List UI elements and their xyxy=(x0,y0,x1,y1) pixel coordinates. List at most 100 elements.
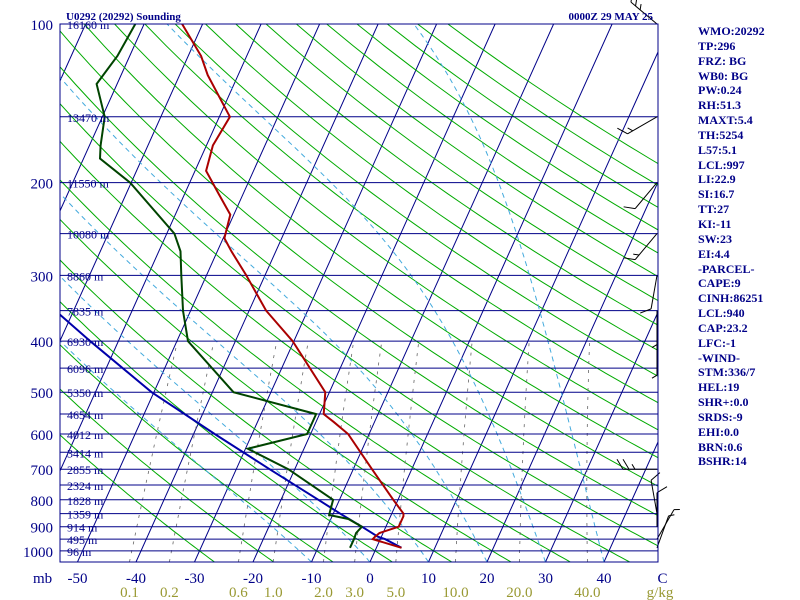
mixing-ratio-tick-label: 5.0 xyxy=(386,585,405,600)
temperature-tick-label: 30 xyxy=(538,571,553,587)
stat-line: CINH:86251 xyxy=(698,291,764,306)
temperature-trace xyxy=(181,24,405,549)
height-label: 4654 m xyxy=(67,408,104,422)
temperature-tick-label: 0 xyxy=(366,571,374,587)
dry-adiabat-line xyxy=(326,24,658,254)
height-label: 96 m xyxy=(67,545,92,559)
stat-line: SI:16.7 xyxy=(698,187,735,202)
isotherm-line xyxy=(194,24,438,562)
dry-adiabat-line xyxy=(60,259,453,562)
stat-line: TT:27 xyxy=(698,202,730,217)
wind-barb-half-flag xyxy=(631,463,636,470)
pressure-tick-label: 300 xyxy=(31,269,54,285)
isotherm-line xyxy=(486,180,658,562)
moist-adiabat-line xyxy=(166,24,546,562)
isotherm-line xyxy=(60,24,262,473)
mixing-ratio-tick-label: 0.2 xyxy=(160,585,179,600)
pressure-tick-label: 900 xyxy=(31,521,54,537)
stat-line: FRZ: BG xyxy=(698,53,747,68)
wind-barb xyxy=(656,514,675,548)
stat-line: STM:336/7 xyxy=(698,365,756,380)
pressure-unit-label: mb xyxy=(33,571,52,587)
temperature-tick-label: -50 xyxy=(68,571,88,587)
wind-barbs xyxy=(616,0,680,548)
stat-line: WB0: BG xyxy=(698,68,749,83)
stat-line: -PARCEL- xyxy=(698,261,755,276)
height-label: 5350 m xyxy=(67,386,104,400)
pressure-tick-label: 700 xyxy=(31,463,54,479)
stat-line: EI:4.4 xyxy=(698,246,730,261)
wind-barb-staff xyxy=(627,116,658,135)
stat-line: L57:5.1 xyxy=(698,142,737,157)
mixing-ratio-tick-label: 20.0 xyxy=(506,585,532,600)
wind-barb-staff xyxy=(650,480,658,514)
height-label: 16160 m xyxy=(67,18,110,32)
pressure-tick-label: 1000 xyxy=(23,545,53,561)
dry-adiabat-line xyxy=(60,140,630,562)
wind-barb-flag xyxy=(650,472,661,481)
height-label: 10080 m xyxy=(67,228,110,242)
dry-adiabat-line xyxy=(83,24,658,459)
height-label: 1359 m xyxy=(67,508,104,522)
height-label: 6930 m xyxy=(67,335,104,349)
moist-adiabat-line xyxy=(60,340,312,562)
stat-line: LI:22.9 xyxy=(698,172,736,187)
mixing-ratio-line xyxy=(169,341,215,562)
temperature-tick-label: -40 xyxy=(126,571,146,587)
moist-adiabat-line xyxy=(60,275,371,562)
wind-barb-half-flag xyxy=(633,253,640,256)
stat-line: -WIND- xyxy=(698,350,740,365)
wind-barb-flag xyxy=(640,308,652,314)
stat-line: SHR+:0.0 xyxy=(698,395,749,410)
stat-line: TP:296 xyxy=(698,38,736,53)
height-label: 11550 m xyxy=(67,177,110,191)
height-label: 13470 m xyxy=(67,111,110,125)
stat-line: CAPE:9 xyxy=(698,276,741,291)
stat-line: SRDS:-9 xyxy=(698,409,743,424)
height-label: 8860 m xyxy=(67,269,104,283)
stat-line: PW:0.24 xyxy=(698,83,742,98)
wind-barb xyxy=(640,275,658,314)
wind-barb xyxy=(630,0,658,25)
temperature-tick-label: 20 xyxy=(480,571,495,587)
wind-barb-half-flag xyxy=(627,127,633,132)
moist-adiabat-line xyxy=(60,192,429,562)
wind-barb-flag xyxy=(656,486,668,494)
wind-barb-half-flag xyxy=(651,344,658,349)
station-title: U0292 (20292) Sounding xyxy=(66,11,181,23)
height-label: 3414 m xyxy=(67,446,104,460)
stat-line: SW:23 xyxy=(698,231,733,246)
mixing-ratio-tick-label: 0.1 xyxy=(120,585,139,600)
stat-line: HEL:19 xyxy=(698,380,740,395)
wind-barb-half-flag xyxy=(639,4,642,10)
height-label: 1828 m xyxy=(67,494,104,508)
mixing-ratio-tick-label: 3.0 xyxy=(345,585,364,600)
sounding-profiles xyxy=(60,24,405,549)
wind-barb xyxy=(656,486,668,527)
stat-line: TH:5254 xyxy=(698,127,744,142)
moist-adiabat-line xyxy=(413,24,605,562)
temperature-tick-label: 10 xyxy=(421,571,436,587)
wind-barb xyxy=(623,182,658,210)
dry-adiabat-line xyxy=(60,218,512,562)
height-label: 4012 m xyxy=(67,428,104,442)
dry-adiabat-line xyxy=(60,434,215,562)
parcel-trace xyxy=(60,313,402,549)
mixing-ratio-line xyxy=(586,341,590,562)
dry-adiabat-line xyxy=(60,388,275,562)
wind-barb-staff xyxy=(656,515,670,548)
height-label: 495 m xyxy=(67,533,98,547)
mixing-ratio-line xyxy=(519,341,530,562)
background-grid xyxy=(60,24,658,562)
isotherm-line xyxy=(603,440,658,562)
stat-line: EHI:0.0 xyxy=(698,424,740,439)
wind-barb-flag xyxy=(616,458,624,470)
wind-barb-half-flag xyxy=(668,514,675,517)
pressure-tick-label: 800 xyxy=(31,494,54,510)
wind-barb-half-flag xyxy=(673,509,680,511)
height-label: 2324 m xyxy=(67,479,104,493)
dry-adiabat-line xyxy=(235,24,658,326)
stat-line: BSHR:14 xyxy=(698,454,747,469)
